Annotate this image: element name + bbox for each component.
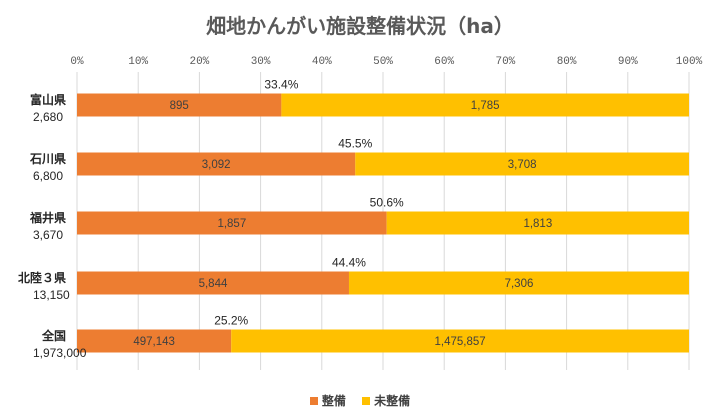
category-label: 全国 — [41, 328, 66, 343]
data-label-miseibi: 1,475,857 — [435, 336, 486, 348]
bar-segment-miseibi — [281, 93, 689, 117]
x-tick-label: 70% — [495, 56, 515, 68]
x-tick-label: 20% — [189, 56, 209, 68]
legend-swatch-miseibi — [362, 396, 371, 405]
bar-segment-seibi — [77, 152, 356, 176]
bar-segment-seibi — [77, 211, 387, 235]
percent-label: 45.5% — [338, 137, 372, 151]
bar-segment-miseibi — [355, 152, 689, 176]
legend-label-seibi: 整備 — [321, 394, 346, 408]
x-tick-label: 60% — [434, 56, 454, 68]
legend-item-miseibi: 未整備 — [362, 392, 410, 409]
bar-segment-seibi — [77, 329, 232, 353]
category-label: 福井県 — [29, 210, 66, 225]
bar-segment-miseibi — [231, 329, 689, 353]
data-label-seibi: 1,857 — [217, 218, 246, 230]
percent-label: 50.6% — [370, 196, 404, 210]
data-label-seibi: 895 — [170, 100, 189, 112]
data-label-miseibi: 7,306 — [505, 278, 534, 290]
category-label: 北陸３県 — [18, 270, 66, 285]
category-total: 13,150 — [33, 288, 70, 302]
legend-label-miseibi: 未整備 — [374, 394, 411, 408]
percent-label: 44.4% — [332, 256, 366, 270]
bar-segment-seibi — [77, 271, 349, 295]
legend: 整備 未整備 — [0, 392, 720, 409]
legend-item-seibi: 整備 — [309, 392, 346, 409]
category-total: 6,800 — [33, 169, 63, 183]
category-label: 石川県 — [29, 152, 66, 166]
x-tick-label: 50% — [373, 56, 393, 68]
x-tick-label: 40% — [312, 56, 332, 68]
category-total: 1,973,000 — [33, 346, 87, 360]
percent-label: 33.4% — [264, 78, 298, 92]
bar-segment-seibi — [77, 93, 282, 117]
data-label-miseibi: 1,813 — [523, 218, 552, 230]
x-tick-label: 30% — [251, 56, 271, 68]
bar-segment-miseibi — [386, 211, 689, 235]
x-tick-label: 10% — [128, 56, 148, 68]
x-tick-label: 90% — [618, 56, 638, 68]
category-total: 2,680 — [33, 110, 63, 124]
data-label-seibi: 5,844 — [199, 278, 228, 290]
x-tick-label: 0% — [70, 56, 84, 68]
category-label: 富山県 — [30, 92, 66, 107]
data-label-miseibi: 3,708 — [508, 159, 537, 171]
data-label-seibi: 497,143 — [133, 336, 175, 348]
percent-label: 25.2% — [214, 314, 248, 328]
data-label-miseibi: 1,785 — [471, 100, 500, 112]
x-tick-label: 80% — [557, 56, 577, 68]
data-label-seibi: 3,092 — [202, 159, 231, 171]
chart-title: 畑地かんがい施設整備状況（ha） — [206, 14, 514, 38]
category-total: 3,670 — [33, 228, 63, 242]
bar-segment-miseibi — [348, 271, 689, 295]
legend-swatch-seibi — [309, 396, 318, 405]
x-tick-label: 100% — [676, 56, 703, 68]
